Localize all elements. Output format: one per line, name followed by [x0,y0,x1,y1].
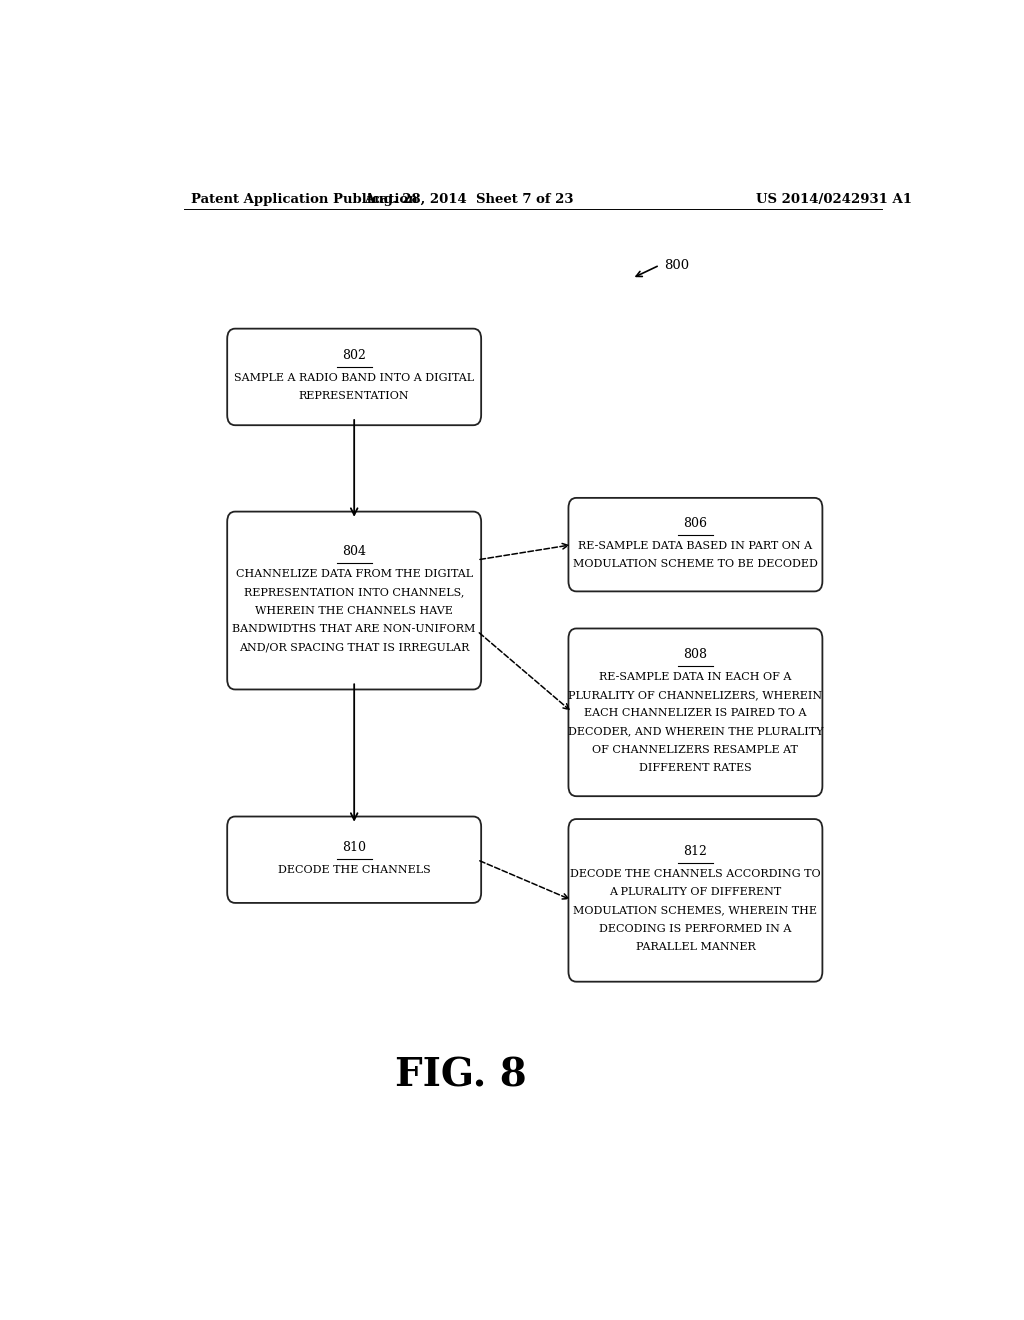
Text: RE-SAMPLE DATA BASED IN PART ON A: RE-SAMPLE DATA BASED IN PART ON A [579,541,812,550]
FancyBboxPatch shape [227,817,481,903]
Text: BANDWIDTHS THAT ARE NON-UNIFORM: BANDWIDTHS THAT ARE NON-UNIFORM [232,624,476,634]
Text: 812: 812 [683,845,708,858]
FancyBboxPatch shape [568,628,822,796]
Text: US 2014/0242931 A1: US 2014/0242931 A1 [757,193,912,206]
Text: PLURALITY OF CHANNELIZERS, WHEREIN: PLURALITY OF CHANNELIZERS, WHEREIN [568,690,822,700]
Text: RE-SAMPLE DATA IN EACH OF A: RE-SAMPLE DATA IN EACH OF A [599,672,792,681]
Text: DIFFERENT RATES: DIFFERENT RATES [639,763,752,774]
Text: FIG. 8: FIG. 8 [395,1056,527,1094]
Text: PARALLEL MANNER: PARALLEL MANNER [636,942,756,952]
Text: 804: 804 [342,545,367,558]
Text: 800: 800 [664,259,689,272]
Text: 810: 810 [342,841,367,854]
Text: A PLURALITY OF DIFFERENT: A PLURALITY OF DIFFERENT [609,887,781,898]
Text: CHANNELIZE DATA FROM THE DIGITAL: CHANNELIZE DATA FROM THE DIGITAL [236,569,473,579]
Text: REPRESENTATION INTO CHANNELS,: REPRESENTATION INTO CHANNELS, [244,587,464,598]
Text: EACH CHANNELIZER IS PAIRED TO A: EACH CHANNELIZER IS PAIRED TO A [584,709,807,718]
Text: MODULATION SCHEMES, WHEREIN THE: MODULATION SCHEMES, WHEREIN THE [573,906,817,916]
Text: DECODING IS PERFORMED IN A: DECODING IS PERFORMED IN A [599,924,792,933]
Text: SAMPLE A RADIO BAND INTO A DIGITAL: SAMPLE A RADIO BAND INTO A DIGITAL [234,372,474,383]
FancyBboxPatch shape [227,329,481,425]
FancyBboxPatch shape [227,512,481,689]
Text: DECODE THE CHANNELS: DECODE THE CHANNELS [278,865,430,875]
Text: 802: 802 [342,348,367,362]
Text: Aug. 28, 2014  Sheet 7 of 23: Aug. 28, 2014 Sheet 7 of 23 [365,193,574,206]
FancyBboxPatch shape [568,818,822,982]
Text: DECODE THE CHANNELS ACCORDING TO: DECODE THE CHANNELS ACCORDING TO [570,869,821,879]
FancyBboxPatch shape [568,498,822,591]
Text: Patent Application Publication: Patent Application Publication [191,193,418,206]
Text: WHEREIN THE CHANNELS HAVE: WHEREIN THE CHANNELS HAVE [255,606,453,615]
Text: 806: 806 [683,517,708,529]
Text: 808: 808 [683,648,708,661]
Text: AND/OR SPACING THAT IS IRREGULAR: AND/OR SPACING THAT IS IRREGULAR [239,643,469,652]
Text: REPRESENTATION: REPRESENTATION [299,391,410,401]
Text: DECODER, AND WHEREIN THE PLURALITY: DECODER, AND WHEREIN THE PLURALITY [567,726,823,737]
Text: OF CHANNELIZERS RESAMPLE AT: OF CHANNELIZERS RESAMPLE AT [593,744,799,755]
Text: MODULATION SCHEME TO BE DECODED: MODULATION SCHEME TO BE DECODED [573,558,818,569]
